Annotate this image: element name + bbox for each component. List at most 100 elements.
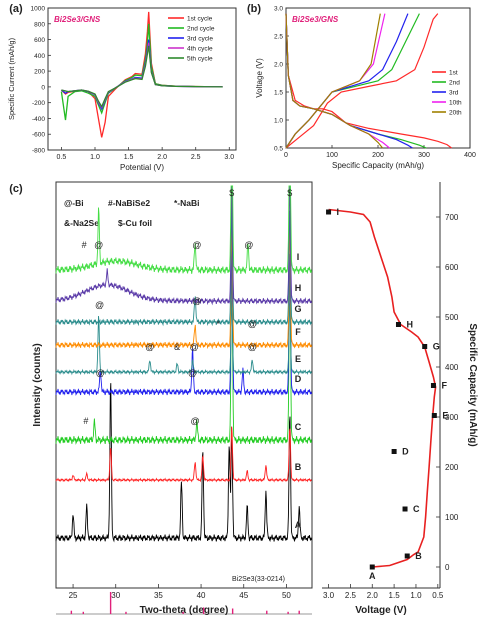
x-tick-label: 0.5 <box>57 154 67 161</box>
legend-label: 20th <box>449 110 462 117</box>
y-axis-label: Intensity (counts) <box>32 343 43 426</box>
y-tick-label: 2.0 <box>274 62 283 69</box>
peak-annotation: * <box>216 319 220 329</box>
xrd-pattern <box>55 206 312 327</box>
peak-annotation: @ <box>190 342 199 352</box>
peak-annotation: # <box>83 416 88 426</box>
panel-b: (b) 0.5 1.0 1.5 2.0 2.5 3.0 0 100 200 300 400 Specif… <box>247 3 476 170</box>
y-tick-label: 0 <box>445 563 450 572</box>
x-tick-label: 2.0 <box>157 154 167 161</box>
xrd-pattern <box>55 257 312 445</box>
series-line <box>61 45 223 109</box>
series-charge <box>285 13 409 149</box>
series-charge <box>285 13 381 149</box>
y-tick-label: 800 <box>34 21 45 28</box>
legend-label: 10th <box>449 100 462 107</box>
reference-label: Bi2Se3(33-0214) <box>232 576 285 583</box>
peak-annotation: # <box>82 240 87 250</box>
y-tick-label: 700 <box>445 213 459 222</box>
xrd-pattern <box>55 185 312 275</box>
peak-annotation: @ <box>188 368 197 378</box>
marker-point <box>404 553 410 559</box>
x-tick-label: 1.5 <box>389 591 401 600</box>
legend-label: 2nd <box>449 80 460 87</box>
y-tick-label: -200 <box>32 100 45 107</box>
xrd-series-label: H <box>295 283 302 293</box>
x-tick-label: 300 <box>418 152 430 159</box>
peak-annotation: @ <box>145 342 154 352</box>
x-axis-label: Voltage (V) <box>355 605 406 616</box>
peak-annotation: @ <box>95 300 104 310</box>
x-tick-label: 1.0 <box>410 591 422 600</box>
marker-point <box>422 344 428 349</box>
inset-title: Bi2Se3/GNS <box>54 15 101 24</box>
xrd-series-label: G <box>294 304 301 314</box>
marker-label: A <box>369 571 376 581</box>
panel-label: (b) <box>247 3 261 15</box>
xrd-pattern <box>55 383 312 543</box>
x-tick-label: 200 <box>372 152 384 159</box>
marker-label: D <box>402 447 409 457</box>
y-tick-label: 600 <box>34 37 45 44</box>
legend-nabise2: #-NaBiSe2 <box>108 198 150 208</box>
x-axis-label: Specific Capacity (mAh/g) <box>332 161 424 170</box>
x-tick-label: 1.0 <box>90 154 100 161</box>
xrd-pattern <box>55 225 312 350</box>
legend-nabi: *-NaBi <box>174 198 200 208</box>
y-tick-label: 1000 <box>31 6 46 13</box>
marker-label: F <box>441 381 447 391</box>
legend-label: 1st cycle <box>187 16 213 23</box>
axes-frame <box>47 7 237 151</box>
y-tick-label: 100 <box>445 513 459 522</box>
xrd-pattern <box>55 185 312 306</box>
panel-label: (a) <box>9 3 23 15</box>
x-tick-label: 3.0 <box>323 591 335 600</box>
y-tick-label: 500 <box>445 313 459 322</box>
y-tick-label: 0.5 <box>274 146 283 153</box>
x-tick-label: 25 <box>69 591 78 600</box>
x-tick-label: 2.5 <box>345 591 357 600</box>
legend-label: 3rd cycle <box>187 36 213 43</box>
y-tick-label: 1.5 <box>274 90 283 97</box>
panel-a: (a) -800 -600 -400 -200 0 200 400 600 800 1000 0.5 1… <box>7 3 237 172</box>
y-tick-label: -400 <box>32 116 45 123</box>
marker-point <box>391 449 397 454</box>
legend-cu-foil: $-Cu foil <box>118 218 152 228</box>
inset-title: Bi2Se3/GNS <box>292 15 339 24</box>
peak-annotation: @ <box>192 240 201 250</box>
peak-annotation: @ <box>94 240 103 250</box>
y-tick-label: 200 <box>34 69 45 76</box>
panel-c-xrd: (c) 25 30 35 40 45 50 Two-theta (degree) Intensi… <box>9 181 313 616</box>
peak-annotation: @ <box>192 296 201 306</box>
axes-frame <box>55 181 313 589</box>
xrd-pattern <box>55 300 312 376</box>
legend-label: 5th cycle <box>187 56 213 63</box>
x-tick-label: 0 <box>284 152 288 159</box>
y-axis-label: Specific Current (mAh/g) <box>7 37 16 120</box>
y-tick-label: 2.5 <box>274 34 283 41</box>
x-tick-label: 30 <box>111 591 120 600</box>
xrd-series-label: E <box>295 354 301 364</box>
y-tick-label: -800 <box>32 148 45 155</box>
capacity-curve <box>328 208 437 568</box>
xrd-series-label: D <box>295 374 302 384</box>
legend-label: 4th cycle <box>187 46 213 53</box>
panel-label: (c) <box>9 183 23 195</box>
legend-label: 3rd <box>449 90 459 97</box>
x-tick-label: 40 <box>197 591 206 600</box>
y-tick-label: 400 <box>445 363 459 372</box>
y-tick-label: 1.0 <box>274 118 283 125</box>
marker-label: G <box>433 342 440 352</box>
peak-annotation: & <box>174 342 180 352</box>
peak-annotation: $ <box>287 188 292 198</box>
x-tick-label: 100 <box>326 152 338 159</box>
x-tick-label: 400 <box>464 152 476 159</box>
marker-label: H <box>406 320 413 330</box>
y-tick-label: -600 <box>32 132 45 139</box>
x-tick-label: 2.0 <box>367 591 379 600</box>
x-tick-label: 50 <box>282 591 291 600</box>
x-tick-label: 3.0 <box>224 154 234 161</box>
marker-point <box>431 413 437 418</box>
x-tick-label: 1.5 <box>124 154 134 161</box>
